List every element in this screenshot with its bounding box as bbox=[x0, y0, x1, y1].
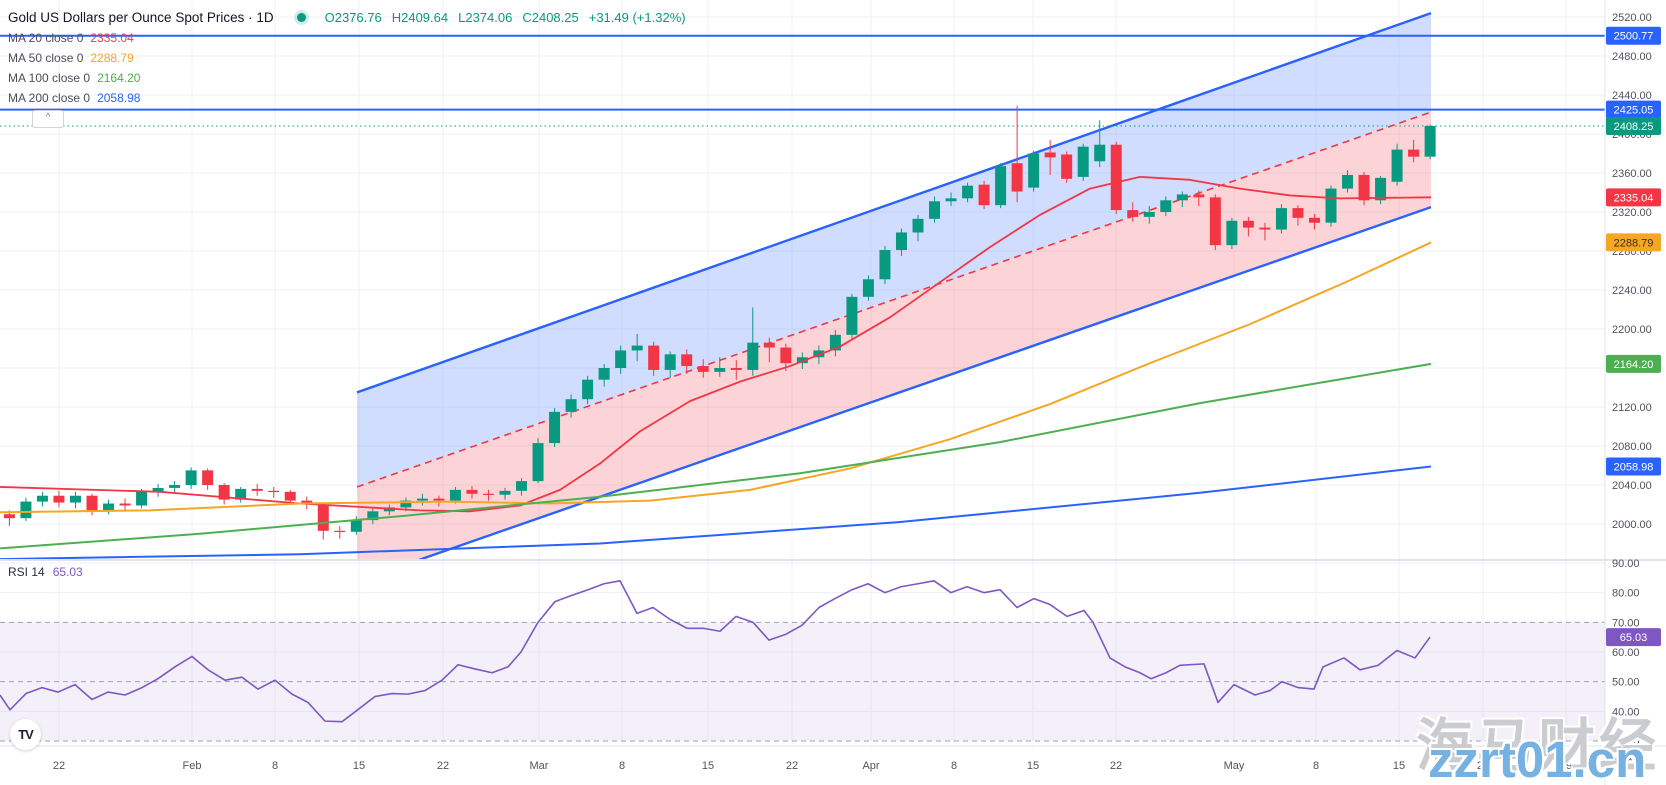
ma-value: 2058.98 bbox=[97, 91, 141, 105]
ma-line-ma100 bbox=[0, 362, 1432, 550]
ma-value: 2164.20 bbox=[97, 71, 141, 85]
rsi-label: RSI 14 bbox=[8, 565, 45, 579]
svg-text:2240.00: 2240.00 bbox=[1612, 285, 1652, 297]
rsi-panel bbox=[0, 580, 1605, 742]
close-value: C2408.25 bbox=[522, 9, 579, 25]
svg-text:2408.25: 2408.25 bbox=[1614, 121, 1654, 133]
svg-text:8: 8 bbox=[951, 760, 957, 772]
svg-text:2288.79: 2288.79 bbox=[1614, 237, 1654, 249]
ma-legend-row-2[interactable]: MA 50 close 0 2288.79 bbox=[8, 48, 686, 68]
watermark-cjk: 海马财经 bbox=[1416, 714, 1660, 778]
svg-text:30.00: 30.00 bbox=[1612, 736, 1640, 748]
price-panel bbox=[0, 11, 1605, 559]
svg-text:80.00: 80.00 bbox=[1612, 588, 1640, 600]
svg-text:May: May bbox=[1224, 760, 1245, 772]
high-value: H2409.64 bbox=[391, 9, 449, 25]
svg-text:2425.05: 2425.05 bbox=[1614, 105, 1654, 117]
ma-label: MA 50 close 0 bbox=[8, 51, 84, 65]
svg-text:29: 29 bbox=[1560, 760, 1572, 772]
svg-text:2200.00: 2200.00 bbox=[1612, 324, 1652, 336]
rsi-line bbox=[0, 580, 1431, 723]
svg-text:15: 15 bbox=[1027, 760, 1039, 772]
rsi-value: 65.03 bbox=[52, 565, 83, 579]
svg-text:2335.04: 2335.04 bbox=[1614, 192, 1654, 204]
ma-label: MA 20 close 0 bbox=[8, 31, 84, 45]
svg-text:2480.00: 2480.00 bbox=[1612, 51, 1652, 63]
legend-title-row[interactable]: Gold US Dollars per Ounce Spot Prices · … bbox=[8, 6, 686, 28]
ma-legend-rows: MA 20 close 0 2335.04 MA 50 close 0 2288.79… bbox=[8, 28, 686, 108]
svg-text:2164.20: 2164.20 bbox=[1614, 359, 1654, 371]
price-badge: 2164.20 bbox=[1606, 354, 1661, 373]
svg-text:8: 8 bbox=[619, 760, 625, 772]
low-value: L2374.06 bbox=[458, 9, 513, 25]
svg-text:22: 22 bbox=[53, 760, 65, 772]
ma-legend-row-4[interactable]: MA 200 close 0 2058.98 bbox=[8, 88, 686, 108]
collapse-legend-button[interactable]: ^ bbox=[32, 110, 64, 128]
price-badge: 2058.98 bbox=[1606, 457, 1661, 476]
svg-text:2360.00: 2360.00 bbox=[1612, 168, 1652, 180]
svg-text:8: 8 bbox=[1313, 760, 1319, 772]
svg-text:22: 22 bbox=[786, 760, 798, 772]
symbol-title[interactable]: Gold US Dollars per Ounce Spot Prices · … bbox=[8, 9, 274, 25]
gridlines bbox=[0, 0, 1605, 746]
ohlc-values: O2376.76 H2409.64 L2374.06 C2408.25 +31.… bbox=[325, 10, 686, 25]
svg-text:Feb: Feb bbox=[183, 760, 202, 772]
svg-text:50.00: 50.00 bbox=[1612, 677, 1640, 689]
rsi-badge: 65.03 bbox=[1606, 628, 1661, 647]
price-badge: 2288.79 bbox=[1606, 233, 1661, 252]
svg-text:2520.00: 2520.00 bbox=[1612, 12, 1652, 24]
svg-text:2040.00: 2040.00 bbox=[1612, 480, 1652, 492]
svg-text:2500.77: 2500.77 bbox=[1614, 31, 1654, 43]
svg-text:15: 15 bbox=[1393, 760, 1405, 772]
price-axis[interactable]: 2000.002040.002080.002120.002160.002200.… bbox=[1606, 12, 1661, 748]
ma-value: 2288.79 bbox=[90, 51, 134, 65]
svg-text:2320.00: 2320.00 bbox=[1612, 207, 1652, 219]
svg-text:2058.98: 2058.98 bbox=[1614, 461, 1654, 473]
svg-text:8: 8 bbox=[272, 760, 278, 772]
svg-text:22: 22 bbox=[1110, 760, 1122, 772]
price-badge: 2425.05 bbox=[1606, 100, 1661, 119]
ma-label: MA 200 close 0 bbox=[8, 91, 91, 105]
svg-text:2080.00: 2080.00 bbox=[1612, 441, 1652, 453]
rsi-legend-row[interactable]: RSI 14 65.03 bbox=[8, 565, 83, 579]
svg-text:15: 15 bbox=[702, 760, 714, 772]
watermark-url: zzrt01.cn bbox=[1428, 731, 1647, 785]
ma-value: 2335.04 bbox=[90, 31, 134, 45]
tradingview-logo-icon[interactable]: TV bbox=[10, 719, 41, 750]
svg-text:40.00: 40.00 bbox=[1612, 706, 1640, 718]
svg-text:Apr: Apr bbox=[862, 760, 879, 772]
ma-line-ma50 bbox=[0, 241, 1432, 514]
svg-text:70.00: 70.00 bbox=[1612, 617, 1640, 629]
svg-text:22: 22 bbox=[1477, 760, 1489, 772]
svg-text:90.00: 90.00 bbox=[1612, 558, 1640, 570]
svg-text:65.03: 65.03 bbox=[1620, 632, 1648, 644]
svg-text:2120.00: 2120.00 bbox=[1612, 402, 1652, 414]
time-axis[interactable]: 22 Feb 8 15 22 Mar 8 15 22 Apr 8 15 22 May 8 15 22 29 bbox=[53, 760, 1572, 772]
legend: Gold US Dollars per Ounce Spot Prices · … bbox=[8, 6, 686, 108]
svg-text:2440.00: 2440.00 bbox=[1612, 90, 1652, 102]
ma-label: MA 100 close 0 bbox=[8, 71, 91, 85]
price-badge: 2500.77 bbox=[1606, 26, 1661, 45]
market-status-icon bbox=[296, 12, 306, 22]
svg-text:22: 22 bbox=[437, 760, 449, 772]
price-badge: 2335.04 bbox=[1606, 188, 1661, 207]
svg-text:Mar: Mar bbox=[530, 760, 549, 772]
open-value: O2376.76 bbox=[324, 9, 382, 25]
ma-line-ma200 bbox=[0, 465, 1432, 559]
ma-legend-row-3[interactable]: MA 100 close 0 2164.20 bbox=[8, 68, 686, 88]
price-badge: 2408.25 bbox=[1606, 116, 1661, 135]
svg-text:60.00: 60.00 bbox=[1612, 647, 1640, 659]
gear-icon[interactable]: ⚙ bbox=[1624, 755, 1637, 771]
svg-text:15: 15 bbox=[353, 760, 365, 772]
change-value: +31.49 (+1.32%) bbox=[588, 9, 686, 25]
ma-legend-row-1[interactable]: MA 20 close 0 2335.04 bbox=[8, 28, 686, 48]
svg-text:2000.00: 2000.00 bbox=[1612, 519, 1652, 531]
